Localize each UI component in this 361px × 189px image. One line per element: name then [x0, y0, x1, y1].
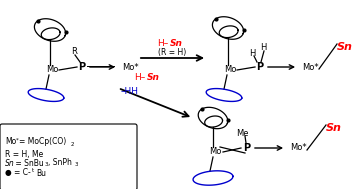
Text: (R = H): (R = H) [158, 47, 186, 57]
Text: Sn: Sn [326, 123, 342, 133]
Text: Bu: Bu [36, 169, 46, 177]
Text: H: H [249, 49, 255, 57]
Text: H–: H– [157, 39, 168, 47]
Text: R = H, Me: R = H, Me [5, 149, 43, 159]
Text: P: P [243, 143, 251, 153]
Text: = MoCp(CO): = MoCp(CO) [19, 138, 66, 146]
Text: , SnPh: , SnPh [48, 159, 72, 167]
Text: H: H [260, 43, 266, 53]
Text: *: * [16, 138, 19, 143]
Text: t: t [32, 169, 34, 174]
Text: Mo*: Mo* [290, 143, 306, 153]
Text: Sn: Sn [5, 159, 15, 167]
Text: Sn: Sn [337, 42, 353, 52]
Text: Mo: Mo [5, 138, 16, 146]
Text: Mo*: Mo* [122, 63, 139, 71]
Text: P: P [256, 62, 264, 72]
Text: H–: H– [134, 74, 145, 83]
Text: Mo: Mo [224, 66, 236, 74]
Text: –HH: –HH [121, 88, 139, 97]
Text: R: R [71, 47, 77, 57]
Text: 3: 3 [45, 163, 48, 167]
Text: 2: 2 [71, 142, 74, 146]
Text: Me: Me [236, 129, 248, 138]
Text: Sn: Sn [170, 39, 183, 47]
Text: Sn: Sn [147, 74, 160, 83]
Text: Mo*: Mo* [302, 63, 319, 71]
Text: = SnBu: = SnBu [13, 159, 44, 167]
Text: Mo: Mo [209, 147, 221, 156]
Text: 3: 3 [75, 163, 78, 167]
Text: ● = C-: ● = C- [5, 169, 31, 177]
FancyBboxPatch shape [0, 124, 137, 189]
Text: P: P [78, 62, 86, 72]
Text: Mo: Mo [46, 66, 58, 74]
